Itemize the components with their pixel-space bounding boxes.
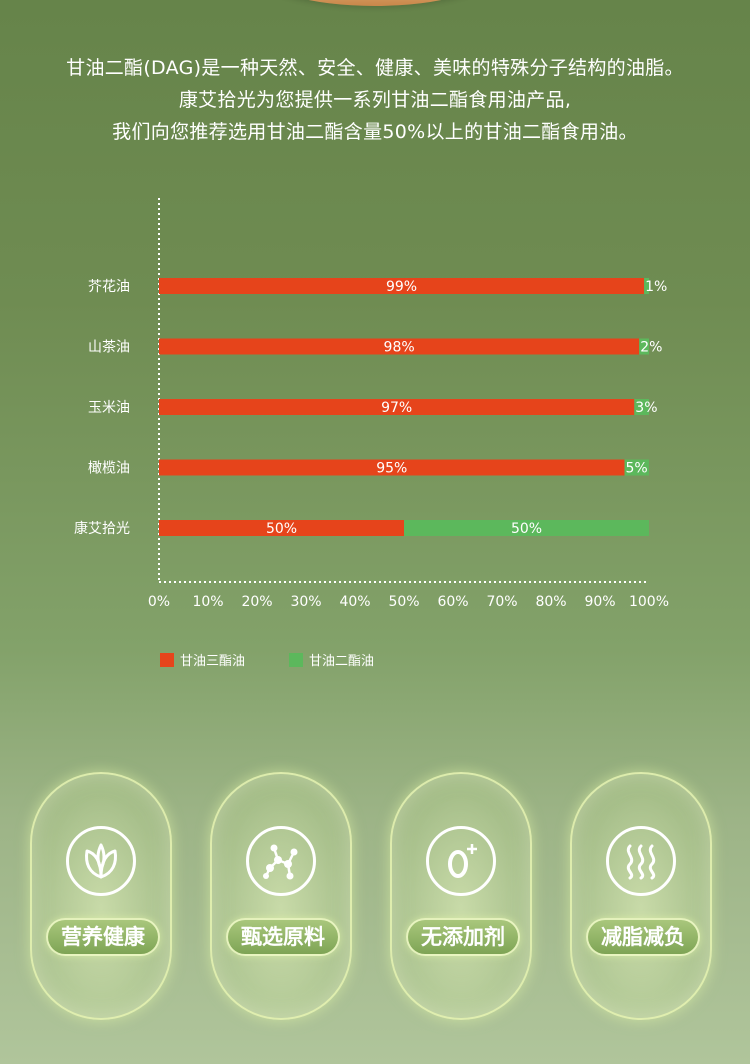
intro-line-2: 康艾拾光为您提供一系列甘油二酯食用油产品,	[178, 89, 572, 111]
feature-card-nutrition: 营养健康	[30, 772, 172, 1020]
x-tick-label: 30%	[290, 594, 321, 610]
bar-segment	[159, 278, 645, 294]
category-label: 康艾拾光	[74, 520, 130, 537]
bar-segment	[159, 520, 404, 536]
data-label: 5%	[626, 461, 648, 477]
data-label: 50%	[266, 521, 297, 537]
legend-swatch-tag	[160, 652, 174, 667]
data-label: 2%	[640, 340, 662, 356]
category-label: 山茶油	[88, 340, 130, 356]
top-decorative-arc	[255, 0, 495, 6]
x-tick-label: 40%	[339, 594, 370, 610]
chart-legend: 甘油三酯油 甘油二酯油	[160, 650, 374, 669]
x-tick-label: 90%	[584, 594, 615, 610]
legend-item-tag: 甘油三酯油	[160, 650, 245, 669]
bar-segment	[634, 399, 649, 415]
legend-item-dag: 甘油二酯油	[289, 650, 374, 669]
legend-label-tag: 甘油三酯油	[180, 654, 246, 669]
bar-segment	[159, 399, 635, 415]
data-label: 99%	[386, 279, 417, 295]
x-tick-label: 60%	[437, 594, 468, 610]
feature-label-no-additives: 无添加剂	[406, 918, 520, 956]
x-tick-label: 10%	[192, 594, 223, 610]
heat-waves-icon	[606, 826, 676, 896]
zero-plus-icon	[426, 826, 496, 896]
feature-card-no-additives: 无添加剂	[390, 772, 532, 1020]
x-tick-label: 80%	[535, 594, 566, 610]
feature-label-nutrition: 营养健康	[46, 918, 160, 956]
bar-segment	[404, 520, 649, 536]
data-label: 3%	[635, 400, 657, 416]
x-tick-label: 20%	[241, 594, 272, 610]
x-tick-label: 100%	[629, 594, 669, 610]
x-tick-label: 0%	[148, 594, 170, 610]
feature-card-selected: 甄选原料	[210, 772, 352, 1020]
data-label: 50%	[511, 521, 542, 537]
bar-segment	[624, 459, 649, 476]
category-label: 芥花油	[88, 279, 130, 295]
bar-segment	[159, 459, 625, 476]
category-label: 橄榄油	[88, 461, 130, 477]
bar-segment	[644, 278, 649, 294]
data-label: 1%	[645, 279, 667, 295]
feature-label-fat-reduction: 减脂减负	[586, 918, 700, 956]
intro-line-3: 我们向您推荐选用甘油二酯含量50%以上的甘油二酯食用油。	[112, 121, 638, 143]
molecule-icon	[246, 826, 316, 896]
intro-text: 甘油二酯(DAG)是一种天然、安全、健康、美味的特殊分子结构的油脂。 康艾拾光为…	[0, 52, 750, 148]
data-label: 95%	[376, 461, 407, 477]
data-label: 98%	[384, 340, 415, 356]
category-label: 玉米油	[88, 400, 130, 416]
legend-swatch-dag	[289, 652, 304, 667]
leaf-icon	[66, 826, 136, 896]
data-label: 97%	[381, 400, 412, 416]
stacked-bar-chart: 0% 10% 20% 30% 40% 50% 60% 70% 80% 90% 100% 芥花油 99% 1…	[74, 198, 669, 610]
feature-row: 营养健康	[0, 772, 750, 1022]
legend-label-dag: 甘油二酯油	[309, 654, 375, 669]
intro-line-1: 甘油二酯(DAG)是一种天然、安全、健康、美味的特殊分子结构的油脂。	[66, 57, 684, 79]
feature-card-fat-reduction: 减脂减负	[570, 772, 712, 1020]
bar-segment	[159, 338, 640, 355]
x-tick-label: 70%	[486, 594, 517, 610]
feature-label-selected: 甄选原料	[226, 918, 340, 956]
x-tick-label: 50%	[388, 594, 419, 610]
bar-segment	[639, 338, 649, 355]
